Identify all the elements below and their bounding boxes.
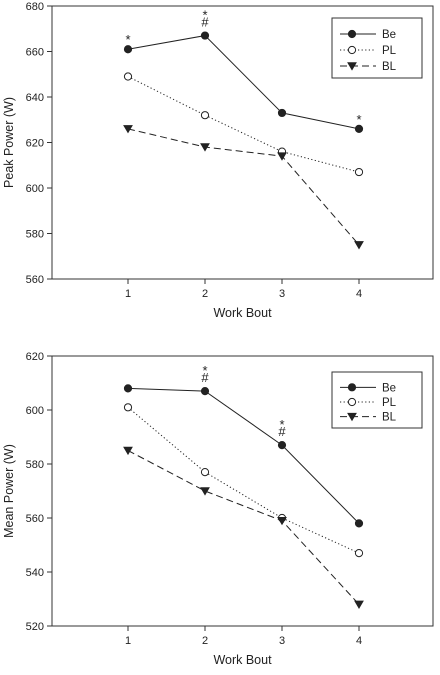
x-tick-label: 4: [356, 635, 362, 647]
legend-marker-bl: [347, 62, 357, 71]
y-tick-label: 620: [26, 351, 44, 363]
y-tick-label: 660: [26, 47, 44, 59]
data-point-pl: [354, 167, 364, 177]
y-tick-label: 520: [26, 621, 44, 633]
data-point-be: [123, 45, 133, 54]
significance-annotation: #: [201, 370, 209, 385]
x-axis-title: Work Bout: [213, 653, 272, 667]
x-tick-label: 1: [125, 288, 131, 300]
data-point-pl: [123, 403, 133, 412]
data-point-be: [354, 124, 364, 133]
legend-label-be: Be: [382, 382, 396, 394]
data-point-bl: [200, 487, 210, 496]
y-tick-label: 580: [26, 459, 44, 471]
legend-marker-pl: [347, 397, 357, 407]
data-point-bl: [354, 600, 364, 609]
legend-box: [331, 371, 423, 429]
y-tick-label: 620: [26, 138, 44, 150]
y-tick-label: 560: [26, 274, 44, 286]
x-tick-label: 1: [125, 635, 131, 647]
data-point-pl: [123, 72, 133, 81]
data-point-be: [200, 387, 210, 396]
legend-label-pl: PL: [382, 397, 397, 409]
data-point-pl: [200, 468, 210, 477]
data-point-bl: [277, 516, 287, 526]
significance-annotation: #: [201, 15, 209, 30]
significance-annotation: *: [202, 8, 207, 23]
y-tick-label: 540: [26, 567, 44, 579]
data-point-be: [123, 384, 133, 393]
x-tick-label: 3: [279, 288, 285, 300]
data-point-pl: [354, 549, 364, 558]
data-point-bl: [354, 241, 364, 250]
y-axis-title: Mean Power (W): [2, 444, 16, 538]
legend-box: [331, 17, 423, 79]
y-tick-label: 600: [26, 405, 44, 417]
series-line-pl: [127, 406, 360, 554]
legend-marker-bl: [347, 412, 357, 422]
data-point-bl: [123, 446, 133, 456]
series-line-be: [127, 387, 360, 524]
data-point-be: [277, 108, 287, 118]
significance-annotation: *: [279, 417, 284, 432]
legend-marker-be: [347, 383, 357, 392]
series-line-be: [127, 35, 360, 130]
y-tick-label: 680: [26, 1, 44, 13]
x-tick-label: 4: [356, 288, 362, 300]
y-tick-label: 640: [26, 92, 44, 104]
data-point-bl: [123, 125, 133, 134]
plot-frame: [51, 355, 434, 627]
x-tick-label: 2: [202, 288, 208, 300]
peak-power-chart: 560 580 600 620 640 660 680 1 2 3 4 Work Bout Peak P…: [2, 1, 434, 320]
x-axis-title: Work Bout: [213, 306, 272, 320]
series-line-bl: [127, 128, 360, 246]
y-tick-label: 560: [26, 513, 44, 525]
legend-label-bl: BL: [382, 61, 397, 73]
legend-marker-pl: [347, 45, 357, 55]
mean-power-chart: 520 540 560 580 600 620 1 2 3 4 Work Bout Mean Powe…: [2, 351, 434, 667]
y-tick-label: 600: [26, 183, 44, 195]
legend-label-pl: PL: [382, 45, 397, 57]
x-tick-label: 3: [279, 635, 285, 647]
y-tick-label: 580: [26, 229, 44, 241]
significance-annotation: *: [202, 363, 207, 378]
legend-label-be: Be: [382, 29, 396, 41]
y-axis-title: Peak Power (W): [2, 97, 16, 188]
data-point-be: [277, 441, 287, 450]
data-point-be: [200, 31, 210, 40]
series-line-pl: [127, 76, 360, 173]
data-point-bl: [277, 152, 287, 161]
x-tick-label: 2: [202, 635, 208, 647]
data-point-pl: [200, 111, 210, 120]
significance-annotation: #: [278, 424, 286, 439]
series-line-bl: [127, 450, 360, 605]
legend-label-bl: BL: [382, 412, 397, 424]
legend-marker-be: [347, 29, 357, 39]
data-point-be: [354, 519, 364, 528]
significance-annotation: *: [356, 112, 361, 127]
significance-annotation: *: [125, 32, 130, 47]
data-point-bl: [200, 143, 210, 152]
